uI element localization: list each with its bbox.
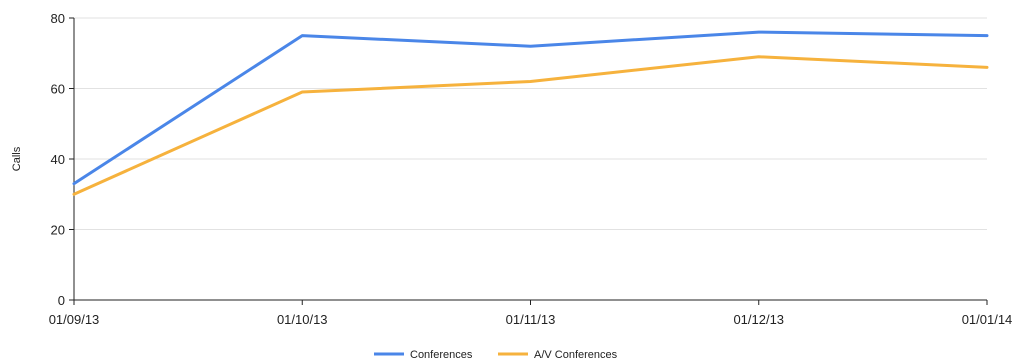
y-axis-title: Calls	[11, 146, 23, 171]
axes	[69, 17, 988, 305]
tick-labels: 0 20 40 60 80 01/09/13 01/10/13 01/11/13 01/12/1…	[49, 11, 1013, 327]
y-tick-label: 0	[58, 293, 65, 308]
gridlines	[74, 17, 987, 230]
y-tick-label: 20	[51, 223, 65, 238]
x-tick-label: 01/01/14	[962, 312, 1013, 327]
y-tick-label: 40	[51, 152, 65, 167]
y-tick-label: 80	[51, 11, 65, 26]
series-lines	[72, 30, 989, 196]
legend: Conferences A/V Conferences	[374, 349, 618, 361]
x-tick-label: 01/09/13	[49, 312, 100, 327]
x-tick-label: 01/10/13	[277, 312, 328, 327]
legend-label: Conferences	[410, 349, 473, 361]
x-tick-label: 01/12/13	[733, 312, 784, 327]
y-tick-label: 60	[51, 82, 65, 97]
legend-label: A/V Conferences	[534, 349, 618, 361]
x-tick-label: 01/11/13	[506, 312, 556, 327]
series-line-1	[72, 30, 989, 186]
series-line-2	[72, 55, 989, 196]
